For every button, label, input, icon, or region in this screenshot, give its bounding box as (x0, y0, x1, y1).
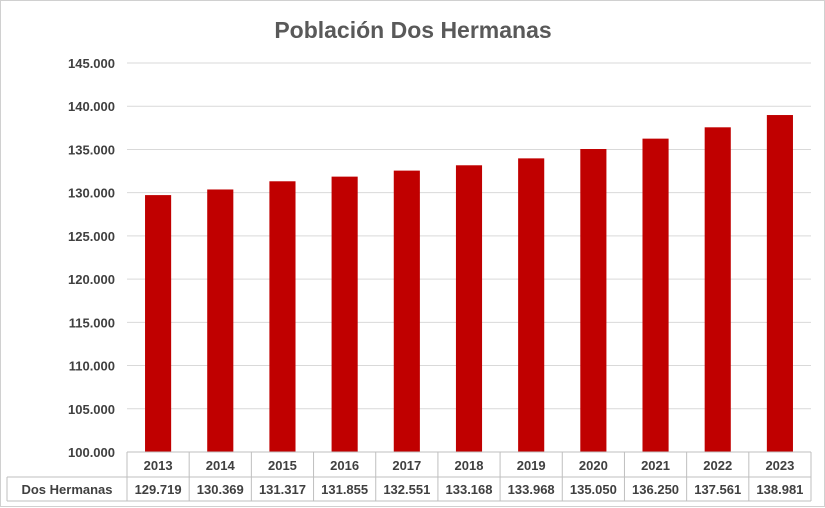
bar-2015 (269, 181, 296, 453)
y-tick-label-9: 145.000 (68, 56, 115, 71)
data-label-2019: 133.968 (508, 482, 555, 497)
bars (145, 115, 793, 453)
y-axis-tick-labels: 100.000 105.000 110.000 115.000 120.000 125.0… (68, 56, 115, 460)
data-label-2020: 135.050 (570, 482, 617, 497)
x-tick-label-2014: 2014 (206, 458, 236, 473)
data-label-2014: 130.369 (197, 482, 244, 497)
x-tick-label-2021: 2021 (641, 458, 670, 473)
y-tick-label-5: 125.000 (68, 229, 115, 244)
bar-2017 (393, 170, 420, 452)
y-tick-label-2: 110.000 (69, 359, 115, 374)
x-tick-label-2017: 2017 (392, 458, 421, 473)
y-tick-label-0: 100.000 (68, 445, 115, 460)
data-label-2022: 137.561 (694, 482, 741, 497)
x-tick-label-2020: 2020 (579, 458, 608, 473)
data-label-2021: 136.250 (632, 482, 679, 497)
bar-2014 (207, 189, 234, 452)
data-label-2015: 131.317 (259, 482, 306, 497)
y-tick-label-8: 140.000 (68, 99, 115, 114)
bar-2019 (518, 158, 545, 452)
data-label-2013: 129.719 (135, 482, 182, 497)
x-tick-label-2013: 2013 (144, 458, 173, 473)
x-tick-label-2023: 2023 (765, 458, 794, 473)
data-table: 2013 2014 2015 2016 2017 2018 2019 2020 2021 2022… (6, 451, 812, 502)
x-tick-label-2016: 2016 (330, 458, 359, 473)
y-tick-label-4: 120.000 (68, 272, 115, 287)
bar-2021 (642, 138, 669, 452)
y-tick-label-7: 135.000 (68, 142, 115, 157)
data-label-2023: 138.981 (756, 482, 803, 497)
series-name-label: Dos Hermanas (21, 482, 112, 497)
y-tick-label-6: 130.000 (68, 186, 115, 201)
bar-2016 (331, 176, 358, 452)
data-label-2018: 133.168 (446, 482, 493, 497)
x-tick-label-2018: 2018 (455, 458, 484, 473)
bar-2018 (455, 165, 483, 452)
bar-2013 (145, 195, 172, 452)
x-tick-label-2015: 2015 (268, 458, 297, 473)
data-label-2017: 132.551 (383, 482, 430, 497)
bar-2022 (704, 127, 731, 452)
y-tick-label-3: 115.000 (69, 315, 115, 330)
chart-title: Población Dos Hermanas (274, 17, 551, 43)
x-tick-label-2019: 2019 (517, 458, 546, 473)
y-tick-label-1: 105.000 (68, 402, 115, 417)
bar-2023 (766, 115, 793, 452)
data-label-2016: 131.855 (321, 482, 368, 497)
x-tick-label-2022: 2022 (703, 458, 732, 473)
bar-2020 (580, 149, 607, 453)
